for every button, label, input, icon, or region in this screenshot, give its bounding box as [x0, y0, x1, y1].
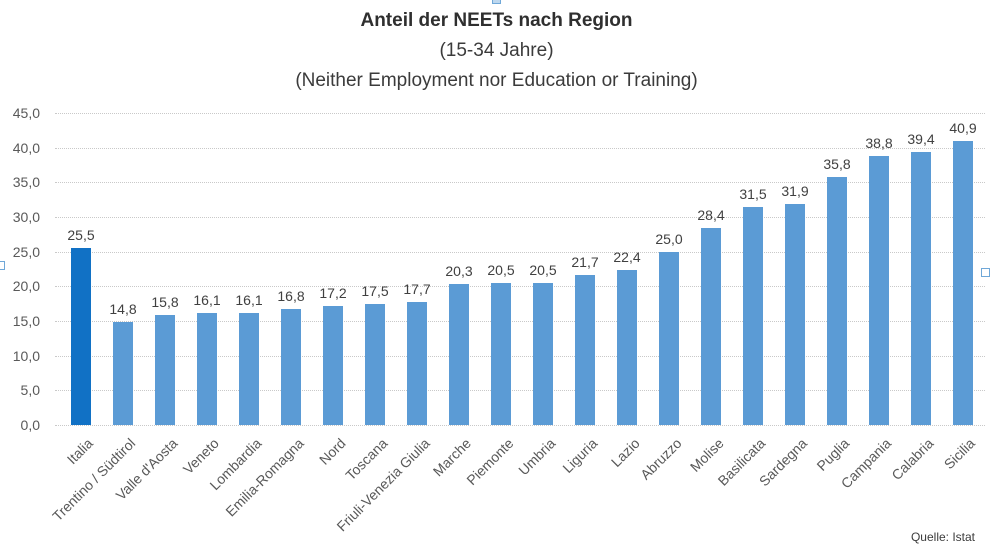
x-axis-category-label: Umbria	[515, 435, 559, 479]
bar-value-label: 31,9	[781, 182, 809, 199]
x-axis-category-label: Sicilia	[941, 435, 979, 473]
bar-value-label: 35,8	[823, 155, 851, 172]
bar-value-label: 25,0	[655, 230, 683, 247]
bar-value-label: 22,4	[613, 248, 641, 265]
bar-value-label: 16,1	[193, 292, 221, 309]
y-axis-tick-label: 40,0	[12, 139, 40, 156]
bar-value-label: 21,7	[571, 253, 599, 270]
chart-bar	[323, 305, 343, 425]
source-label: Quelle: Istat	[910, 530, 975, 544]
bar-value-label: 17,2	[319, 284, 347, 301]
bar-value-label: 40,9	[949, 120, 977, 137]
gridline	[55, 182, 985, 184]
chart-bar	[449, 284, 469, 425]
y-axis-tick-label: 45,0	[12, 105, 40, 121]
bar-value-label: 17,7	[403, 281, 431, 298]
bar-value-label: 16,1	[235, 292, 263, 309]
chart-bar	[491, 282, 511, 425]
bar-value-label: 15,8	[151, 294, 179, 311]
bar-value-label: 31,5	[739, 185, 767, 202]
bar-value-label: 28,4	[697, 207, 725, 224]
chart-bar	[71, 248, 91, 425]
x-axis-category-label: Calabria	[888, 435, 937, 484]
gridline	[55, 286, 985, 288]
bar-value-label: 20,5	[529, 261, 557, 278]
chart-bar	[365, 303, 385, 425]
gridline	[55, 425, 985, 426]
y-axis-tick-label: 15,0	[12, 313, 40, 329]
x-axis-category-label: Puglia	[813, 435, 853, 474]
x-axis-category-label: Liguria	[559, 435, 601, 477]
x-axis-category-label: Italia	[64, 435, 97, 468]
bar-value-label: 20,5	[487, 261, 515, 278]
chart-bar	[575, 274, 595, 425]
bar-value-label: 16,8	[277, 287, 305, 304]
chart-bar	[869, 155, 889, 425]
y-axis-tick-label: 35,0	[12, 174, 40, 191]
chart-bar	[659, 251, 679, 425]
chart-subtitle-age-range: (15-34 Jahre)	[439, 40, 554, 61]
y-axis-tick-label: 25,0	[12, 243, 40, 260]
y-axis-tick-label: 0,0	[20, 417, 40, 433]
chart-title-block: Anteil der NEETs nach Region (15-34 Jahr…	[0, 6, 993, 96]
gridline	[55, 251, 985, 253]
y-axis-tick-label: 10,0	[12, 347, 40, 364]
y-axis-tick-label: 30,0	[12, 209, 40, 225]
chart-bar	[617, 269, 637, 425]
bar-value-label: 38,8	[865, 134, 893, 151]
bar-value-label: 39,4	[907, 130, 935, 147]
chart-bar	[407, 302, 427, 425]
resize-handle-left[interactable]	[0, 261, 5, 270]
gridline	[55, 217, 985, 218]
bar-value-label: 25,5	[67, 227, 95, 244]
bar-value-label: 20,3	[445, 263, 473, 280]
chart-bar	[533, 282, 553, 425]
chart-bar	[281, 308, 301, 425]
gridline	[55, 113, 985, 114]
x-axis-category-label: Abruzzo	[636, 435, 685, 483]
resize-handle-top[interactable]	[492, 0, 501, 4]
chart-bar	[113, 322, 133, 425]
gridline	[55, 321, 985, 322]
x-axis-category-label: Nord	[315, 435, 349, 468]
chart-bar	[701, 228, 721, 425]
x-axis-category-label: Lazio	[607, 435, 643, 470]
x-axis-category-label: Emilia-Romagna	[221, 435, 307, 520]
x-axis-category-label: Molise	[686, 435, 727, 475]
chart-title: Anteil der NEETs nach Region	[360, 10, 633, 31]
gridline	[55, 390, 985, 392]
chart-subtitle-neet-definition: (Neither Employment nor Education or Tra…	[295, 70, 698, 91]
chart-bar	[827, 176, 847, 425]
chart-bar	[785, 203, 805, 425]
gridline	[55, 147, 985, 149]
y-axis-tick-label: 20,0	[12, 278, 40, 295]
chart-bar	[155, 315, 175, 425]
chart-bar	[953, 141, 973, 425]
chart-bar	[743, 206, 763, 425]
bar-value-label: 17,5	[361, 282, 389, 299]
chart-bar	[197, 313, 217, 425]
gridline	[55, 355, 985, 357]
chart-bar	[911, 151, 931, 425]
bar-value-label: 14,8	[109, 301, 137, 318]
chart-bar	[239, 313, 259, 425]
resize-handle-right[interactable]	[981, 268, 990, 277]
y-axis-tick-label: 5,0	[20, 382, 40, 399]
